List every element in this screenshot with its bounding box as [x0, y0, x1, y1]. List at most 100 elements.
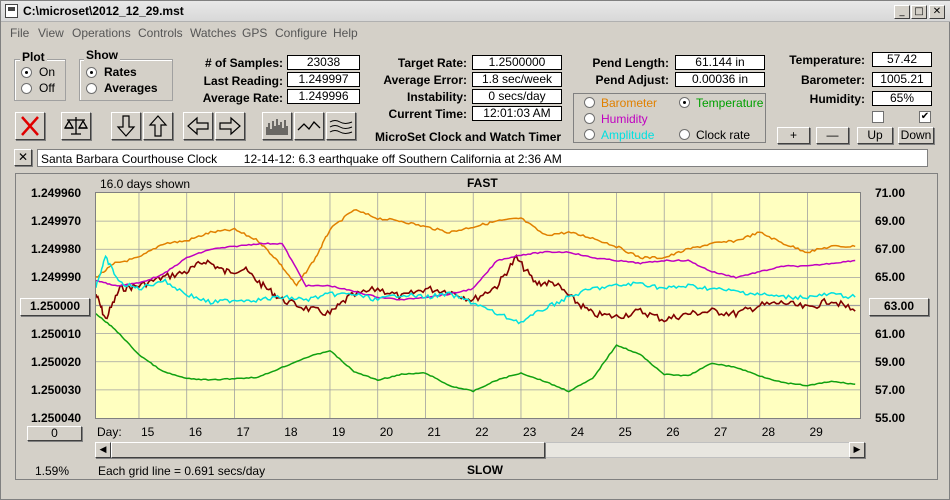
day-axis-label: Day: [97, 425, 122, 439]
menu-file[interactable]: File [10, 26, 30, 40]
instability-value: 0 secs/day [472, 89, 562, 104]
series-line-0 [95, 253, 856, 323]
scrollbar-thumb[interactable] [111, 442, 545, 458]
samples-label: # of Samples: [204, 56, 283, 70]
center-temperature-button[interactable]: 63.00 [869, 298, 929, 316]
menu-operations[interactable]: Operations [72, 26, 131, 40]
pend-length-value[interactable]: 61.144 in [675, 55, 765, 70]
note-text-field[interactable]: Santa Barbara Courthouse Clock 12-14-12:… [37, 149, 928, 167]
balance-button[interactable] [61, 112, 91, 140]
x-tick-label: 15 [140, 425, 155, 439]
humidity-label: Humidity: [809, 92, 865, 106]
right-tick-label: 61.00 [875, 326, 906, 341]
offset-button[interactable]: 0 [27, 426, 82, 441]
menu-view[interactable]: View [38, 26, 64, 40]
menu-gps[interactable]: GPS [242, 26, 268, 40]
overlay-clock-rate-radio[interactable] [679, 129, 690, 140]
menu-watches[interactable]: Watches [190, 26, 237, 40]
center-rate-button[interactable]: 1.250000 [20, 298, 90, 316]
x-tick-label: 22 [475, 425, 489, 439]
last-reading-label: Last Reading: [203, 74, 283, 88]
average-error-value: 1.8 sec/week [472, 72, 562, 87]
show-averages-radio[interactable] [86, 83, 97, 94]
down-button[interactable]: Down [898, 127, 934, 144]
right-checkbox[interactable]: ✔ [919, 111, 931, 123]
pend-adjust-label: Pend Adjust: [595, 73, 669, 87]
title-bar[interactable]: C:\microset\2012_12_29.mst _ □ ✕ [1, 1, 950, 22]
overlay-amplitude-label: Amplitude [601, 128, 655, 142]
menu-configure[interactable]: Configure [275, 26, 328, 40]
arrow-up-icon [148, 115, 168, 137]
overlay-humidity-label: Humidity [601, 112, 648, 126]
left-tick-label: 1.249960 [31, 186, 82, 200]
scroll-left-button[interactable] [183, 112, 213, 140]
balance-scale-icon [63, 117, 89, 135]
show-rates-label: Rates [104, 65, 137, 79]
x-tick-label: 26 [666, 425, 680, 439]
raw-plot-button[interactable] [262, 112, 292, 140]
window-title: C:\microset\2012_12_29.mst [23, 4, 184, 18]
chart-plot-area [95, 192, 861, 419]
left-tick-label: 1.250020 [31, 354, 82, 369]
clear-button[interactable] [15, 112, 45, 140]
note-close-button[interactable]: ✕ [14, 149, 32, 166]
plot-off-label: Off [39, 81, 55, 95]
plus-button[interactable]: + [777, 127, 810, 144]
scroll-up-button[interactable] [143, 112, 173, 140]
series-line-2 [95, 242, 856, 301]
plot-on-label: On [39, 65, 56, 79]
percent-label: 1.59% [35, 464, 70, 478]
x-tick-label: 24 [570, 425, 585, 439]
right-tick-label: 55.00 [875, 411, 906, 425]
plot-on-radio[interactable] [21, 67, 32, 78]
show-group-title: Show [84, 48, 120, 62]
pend-length-label: Pend Length: [592, 56, 669, 70]
scroll-down-button[interactable] [111, 112, 141, 140]
overlay-temperature-radio[interactable] [679, 97, 690, 108]
target-rate-value[interactable]: 1.2500000 [472, 55, 562, 70]
menu-controls[interactable]: Controls [138, 26, 183, 40]
humidity-value: 65% [872, 91, 932, 106]
left-tick-label: 1.249980 [31, 242, 82, 257]
target-rate-label: Target Rate: [397, 56, 467, 70]
menu-help[interactable]: Help [333, 26, 358, 40]
days-shown-label: 16.0 days shown [100, 177, 191, 191]
scroll-right-button[interactable] [215, 112, 245, 140]
barometer-value: 1005.21 [872, 72, 932, 87]
x-tick-label: 28 [761, 425, 776, 439]
show-rates-radio[interactable] [86, 67, 97, 78]
barometer-label: Barometer: [800, 73, 865, 87]
right-tick-label: 67.00 [875, 242, 906, 257]
show-averages-label: Averages [104, 81, 158, 95]
up-button[interactable]: Up [857, 127, 893, 144]
x-tick-label: 18 [284, 425, 298, 439]
x-tick-label: 29 [809, 425, 823, 439]
minus-button[interactable]: — [816, 127, 849, 144]
instability-label: Instability: [406, 90, 467, 104]
plot-group-title: Plot [20, 50, 47, 64]
maximize-button[interactable]: □ [911, 5, 927, 19]
filtered-plot-button[interactable] [326, 112, 356, 140]
scroll-left-arrow[interactable]: ◀ [95, 442, 111, 458]
samples-value: 23038 [287, 55, 360, 70]
left-checkbox[interactable] [872, 111, 884, 123]
right-tick-label: 59.00 [875, 354, 906, 369]
x-tick-label: 21 [427, 425, 441, 439]
average-rate-value: 1.249996 [287, 89, 360, 104]
overlay-barometer-radio[interactable] [584, 97, 595, 108]
close-window-button[interactable]: ✕ [929, 5, 945, 19]
right-tick-label: 71.00 [875, 186, 906, 200]
overlay-amplitude-radio[interactable] [584, 129, 595, 140]
minimize-button[interactable]: _ [894, 5, 910, 19]
plot-off-radio[interactable] [21, 83, 32, 94]
scroll-right-arrow[interactable]: ▶ [849, 442, 865, 458]
arrow-left-icon [187, 116, 209, 136]
overlay-humidity-radio[interactable] [584, 113, 595, 124]
current-time-value: 12:01:03 AM [472, 106, 562, 121]
smooth-plot-button[interactable] [294, 112, 324, 140]
x-tick-label: 27 [713, 425, 728, 439]
x-tick-label: 17 [236, 425, 250, 439]
left-tick-label: 1.250010 [31, 326, 82, 341]
left-tick-label: 1.250030 [31, 382, 82, 397]
